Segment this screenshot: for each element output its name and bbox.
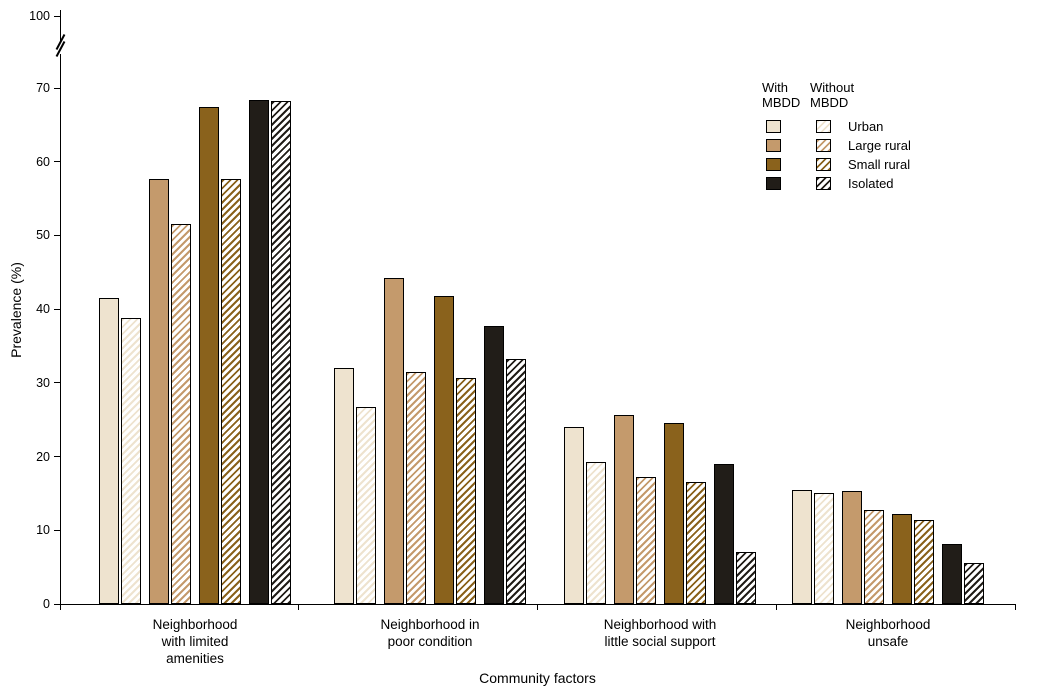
category-label: Neighborhood with limited amenities: [152, 617, 238, 666]
bar-small_rural-without-mbdd: [456, 378, 476, 604]
legend-swatch-with-mbdd: [766, 120, 781, 133]
y-axis-tick: [54, 234, 60, 236]
legend-swatch-without-mbdd: [816, 139, 831, 152]
legend-header-with-mbdd: With MBDD: [762, 80, 801, 110]
legend-swatch-with-mbdd: [766, 158, 781, 171]
legend-swatch-with-mbdd: [766, 177, 781, 190]
y-axis-tick: [54, 382, 60, 384]
bar-small_rural-without-mbdd: [686, 482, 706, 604]
legend-entry-label: Small rural: [848, 157, 911, 172]
bar-large_rural-without-mbdd: [864, 510, 884, 604]
x-axis-tick: [298, 604, 300, 610]
y-axis-tick-label: 30: [36, 375, 50, 390]
bar-large_rural-with-mbdd: [384, 278, 404, 604]
y-axis-tick-label: 10: [36, 523, 50, 538]
bar-isolated-without-mbdd: [736, 552, 756, 604]
bar-urban-with-mbdd: [99, 298, 119, 604]
y-axis-tick-label: 60: [36, 154, 50, 169]
y-axis-tick-label: 40: [36, 302, 50, 317]
bar-urban-without-mbdd: [814, 493, 834, 604]
bar-large_rural-without-mbdd: [636, 477, 656, 604]
legend-entry-label: Isolated: [848, 176, 894, 191]
y-axis-tick: [54, 529, 60, 531]
bar-urban-with-mbdd: [564, 427, 584, 604]
bar-isolated-with-mbdd: [249, 100, 269, 604]
bar-isolated-without-mbdd: [964, 563, 984, 604]
legend-swatch-without-mbdd: [816, 158, 831, 171]
x-axis-tick: [775, 604, 777, 610]
category-label: Neighborhood unsafe: [845, 617, 931, 649]
y-axis-tick: [54, 161, 60, 163]
bar-isolated-with-mbdd: [714, 464, 734, 604]
bar-urban-with-mbdd: [334, 368, 354, 604]
x-axis-tick: [1014, 604, 1016, 610]
y-axis-tick-label: 100: [29, 9, 50, 23]
bar-small_rural-without-mbdd: [914, 520, 934, 604]
y-axis-tick: [54, 603, 60, 605]
y-axis-tick: [54, 456, 60, 458]
y-axis-tick-label: 70: [36, 81, 50, 95]
bar-urban-without-mbdd: [121, 318, 141, 604]
legend-header-without-mbdd: Without MBDD: [810, 80, 855, 110]
bar-small_rural-with-mbdd: [664, 423, 684, 604]
bar-small_rural-with-mbdd: [434, 296, 454, 604]
bar-small_rural-without-mbdd: [221, 179, 241, 604]
legend-swatch-without-mbdd: [816, 177, 831, 190]
bar-small_rural-with-mbdd: [199, 107, 219, 604]
bar-small_rural-with-mbdd: [892, 514, 912, 604]
bar-urban-without-mbdd: [356, 407, 376, 604]
y-axis-tick: [54, 15, 60, 17]
legend-entry-label: Urban: [848, 119, 884, 134]
legend-entry-label: Large rural: [848, 138, 911, 153]
x-axis-line: [60, 604, 1016, 605]
bar-urban-without-mbdd: [586, 462, 606, 604]
legend-swatch-without-mbdd: [816, 120, 831, 133]
bar-isolated-with-mbdd: [484, 326, 504, 604]
category-label: Neighborhood in poor condition: [380, 617, 480, 649]
bar-urban-with-mbdd: [792, 490, 812, 604]
y-axis-tick-label: 50: [36, 228, 50, 243]
y-axis-tick: [54, 308, 60, 310]
x-axis-title: Community factors: [479, 670, 596, 686]
bar-large_rural-with-mbdd: [149, 179, 169, 604]
bar-large_rural-without-mbdd: [406, 372, 426, 604]
bar-isolated-without-mbdd: [506, 359, 526, 604]
y-axis-tick-label: 0: [43, 597, 50, 611]
bar-isolated-without-mbdd: [271, 101, 291, 604]
bar-large_rural-without-mbdd: [171, 224, 191, 604]
category-label: Neighborhood with little social support: [603, 617, 717, 649]
y-axis-line: [60, 10, 61, 604]
y-axis-tick-label: 20: [36, 449, 50, 464]
bar-large_rural-with-mbdd: [842, 491, 862, 604]
bar-isolated-with-mbdd: [942, 544, 962, 604]
x-axis-tick: [59, 604, 61, 610]
y-axis-tick: [54, 87, 60, 89]
legend-swatch-with-mbdd: [766, 139, 781, 152]
x-axis-tick: [537, 604, 538, 610]
bar-large_rural-with-mbdd: [614, 415, 634, 604]
